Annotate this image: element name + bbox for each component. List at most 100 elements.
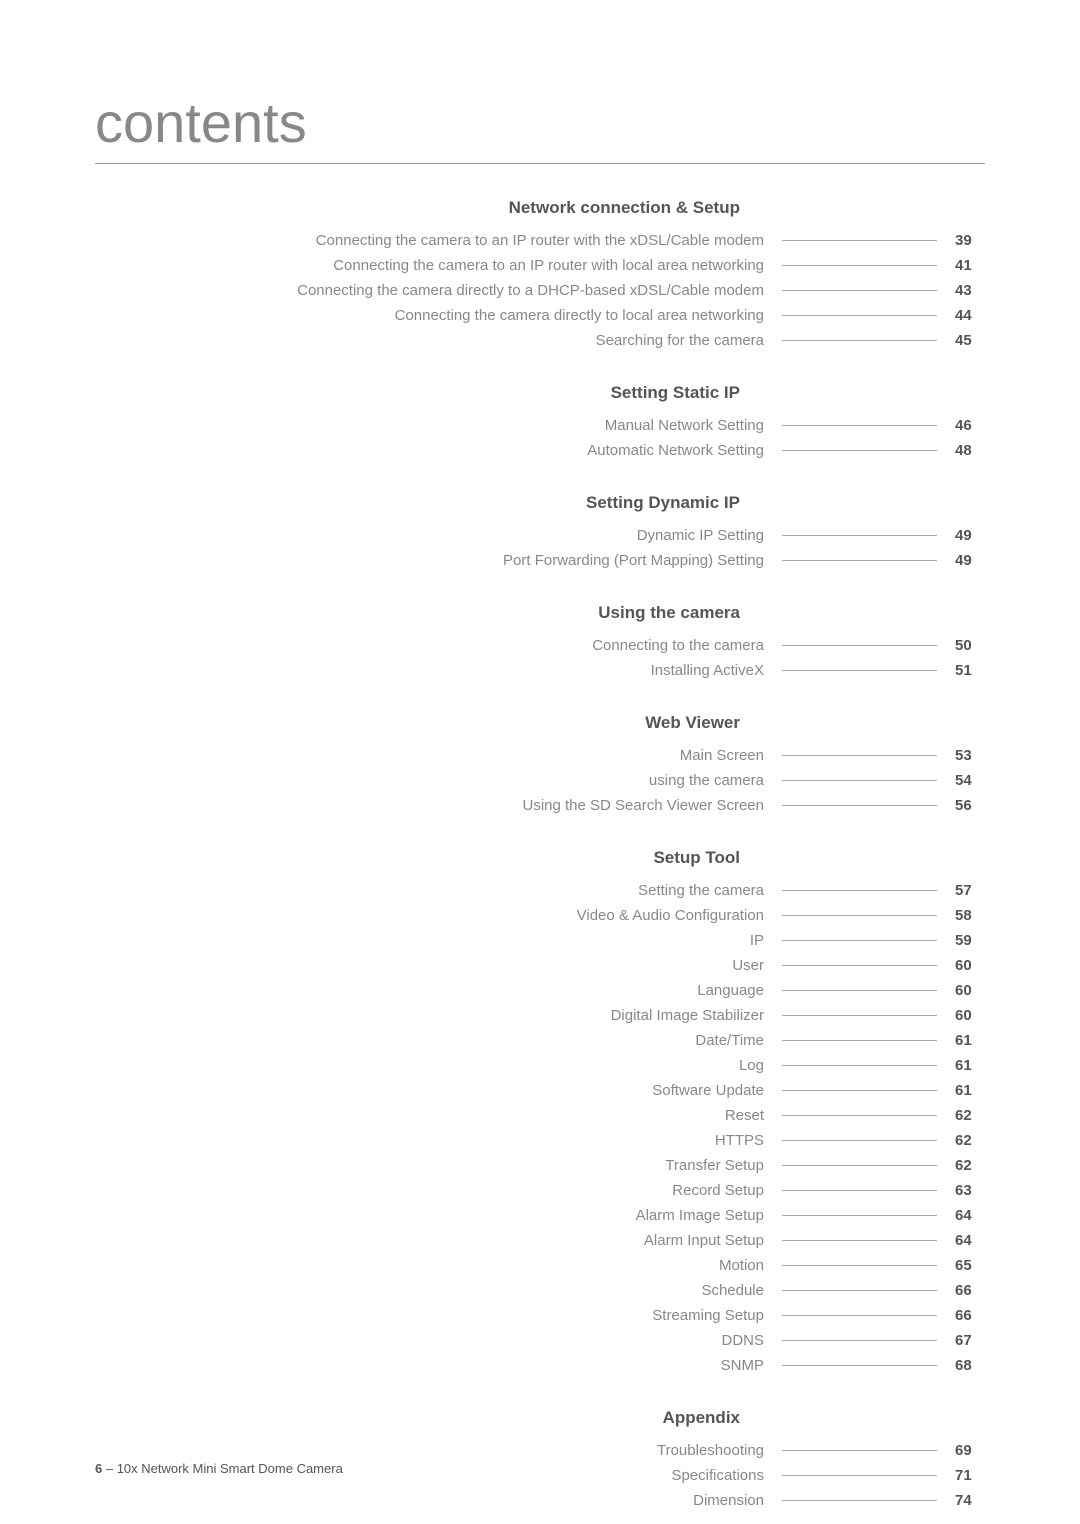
section-heading: Setup Tool	[95, 848, 740, 868]
toc-leader-line	[782, 1265, 937, 1266]
toc-leader-line	[782, 755, 937, 756]
page-title: contents	[95, 90, 985, 155]
toc-entry: Dimension74	[95, 1488, 985, 1513]
toc-entry-label: Streaming Setup	[652, 1307, 764, 1324]
toc-entry-page: 74	[955, 1492, 985, 1509]
toc-entry: Searching for the camera 45	[95, 328, 985, 353]
toc-entry-label: Dynamic IP Setting	[637, 527, 764, 544]
toc-leader-line	[782, 1190, 937, 1191]
toc-entry: DDNS67	[95, 1328, 985, 1353]
toc-leader-line	[782, 1240, 937, 1241]
section-heading: Network connection & Setup	[95, 198, 740, 218]
toc-leader-line	[782, 780, 937, 781]
toc-entry-label: Connecting the camera to an IP router wi…	[333, 257, 764, 274]
toc-entry-label: Alarm Input Setup	[644, 1232, 764, 1249]
toc-leader-line	[782, 805, 937, 806]
toc-leader-line	[782, 450, 937, 451]
toc-entry-page: 39	[955, 232, 985, 249]
toc-container: Network connection & Setup Connecting the…	[95, 198, 985, 1513]
section-heading: Appendix	[95, 1408, 740, 1428]
toc-entry-page: 64	[955, 1207, 985, 1224]
section-heading: Setting Static IP	[95, 383, 740, 403]
toc-leader-line	[782, 965, 937, 966]
toc-leader-line	[782, 1365, 937, 1366]
toc-leader-line	[782, 1140, 937, 1141]
toc-section: Network connection & Setup Connecting the…	[95, 198, 985, 353]
toc-leader-line	[782, 1500, 937, 1501]
section-heading: Using the camera	[95, 603, 740, 623]
toc-entry-page: 60	[955, 957, 985, 974]
toc-leader-line	[782, 990, 937, 991]
toc-entry: Streaming Setup66	[95, 1303, 985, 1328]
toc-entry-page: 44	[955, 307, 985, 324]
footer-text: – 10x Network Mini Smart Dome Camera	[102, 1461, 343, 1476]
toc-entry: Port Forwarding (Port Mapping) Setting49	[95, 548, 985, 573]
toc-entry-page: 61	[955, 1032, 985, 1049]
toc-entry-page: 49	[955, 527, 985, 544]
toc-entry-page: 69	[955, 1442, 985, 1459]
toc-entry-label: Record Setup	[672, 1182, 764, 1199]
toc-leader-line	[782, 890, 937, 891]
toc-entry-label: User	[732, 957, 764, 974]
toc-leader-line	[782, 340, 937, 341]
toc-entry-page: 62	[955, 1132, 985, 1149]
toc-entry-label: Log	[739, 1057, 764, 1074]
toc-entry: Dynamic IP Setting 49	[95, 523, 985, 548]
toc-entry: Date/Time61	[95, 1028, 985, 1053]
toc-entry-label: Connecting the camera directly to local …	[395, 307, 764, 324]
toc-entry-label: Port Forwarding (Port Mapping) Setting	[503, 552, 764, 569]
toc-entry-label: Searching for the camera	[596, 332, 764, 349]
toc-entry-label: Alarm Image Setup	[636, 1207, 764, 1224]
toc-entry-label: Main Screen	[680, 747, 764, 764]
toc-entry: Automatic Network Setting48	[95, 438, 985, 463]
toc-leader-line	[782, 240, 937, 241]
toc-entry: Reset62	[95, 1103, 985, 1128]
toc-entry-page: 68	[955, 1357, 985, 1374]
toc-entry-label: Setting the camera	[638, 882, 764, 899]
toc-entry-label: Connecting the camera to an IP router wi…	[316, 232, 764, 249]
toc-entry: Setting the camera 57	[95, 878, 985, 903]
toc-entry-label: Manual Network Setting	[605, 417, 764, 434]
toc-entry-page: 45	[955, 332, 985, 349]
toc-section: Setup Tool Setting the camera 57 Video & Au…	[95, 848, 985, 1378]
toc-leader-line	[782, 425, 937, 426]
toc-entry: Log 61	[95, 1053, 985, 1078]
toc-entry-label: Video & Audio Configuration	[577, 907, 764, 924]
toc-leader-line	[782, 290, 937, 291]
toc-entry-page: 62	[955, 1107, 985, 1124]
toc-entry-page: 57	[955, 882, 985, 899]
toc-entry-page: 61	[955, 1057, 985, 1074]
toc-section: Using the cameraConnecting to the camera…	[95, 603, 985, 683]
toc-leader-line	[782, 1040, 937, 1041]
toc-entry-page: 71	[955, 1467, 985, 1484]
toc-entry-label: Software Update	[652, 1082, 764, 1099]
toc-entry-page: 64	[955, 1232, 985, 1249]
toc-entry: Using the SD Search Viewer Screen56	[95, 793, 985, 818]
toc-entry-label: using the camera	[649, 772, 764, 789]
toc-section: Setting Static IP Manual Network Setting 4…	[95, 383, 985, 463]
toc-entry-label: Installing ActiveX	[651, 662, 764, 679]
toc-entry-page: 46	[955, 417, 985, 434]
toc-leader-line	[782, 560, 937, 561]
toc-entry-label: Troubleshooting	[657, 1442, 764, 1459]
toc-entry-label: Automatic Network Setting	[587, 442, 764, 459]
toc-entry-page: 66	[955, 1282, 985, 1299]
toc-entry: using the camera54	[95, 768, 985, 793]
toc-entry: User 60	[95, 953, 985, 978]
toc-entry: Video & Audio Configuration58	[95, 903, 985, 928]
toc-leader-line	[782, 940, 937, 941]
toc-entry: HTTPS62	[95, 1128, 985, 1153]
toc-leader-line	[782, 670, 937, 671]
toc-entry: Digital Image Stabilizer60	[95, 1003, 985, 1028]
toc-entry: Installing ActiveX51	[95, 658, 985, 683]
toc-leader-line	[782, 1290, 937, 1291]
toc-leader-line	[782, 1090, 937, 1091]
toc-entry-page: 60	[955, 982, 985, 999]
toc-entry-page: 56	[955, 797, 985, 814]
toc-entry: Record Setup63	[95, 1178, 985, 1203]
toc-leader-line	[782, 265, 937, 266]
toc-entry: Software Update61	[95, 1078, 985, 1103]
toc-entry-page: 41	[955, 257, 985, 274]
toc-leader-line	[782, 1065, 937, 1066]
toc-entry-label: DDNS	[721, 1332, 764, 1349]
